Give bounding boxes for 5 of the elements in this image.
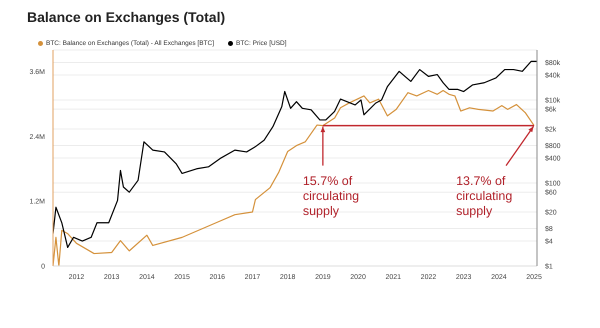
annotation: 13.7% of circulating supply bbox=[456, 174, 514, 219]
chart-title: Balance on Exchanges (Total) bbox=[27, 9, 226, 25]
line-series bbox=[53, 90, 535, 266]
annotation: 15.7% of circulating supply bbox=[302, 174, 360, 219]
line-series bbox=[53, 60, 537, 248]
